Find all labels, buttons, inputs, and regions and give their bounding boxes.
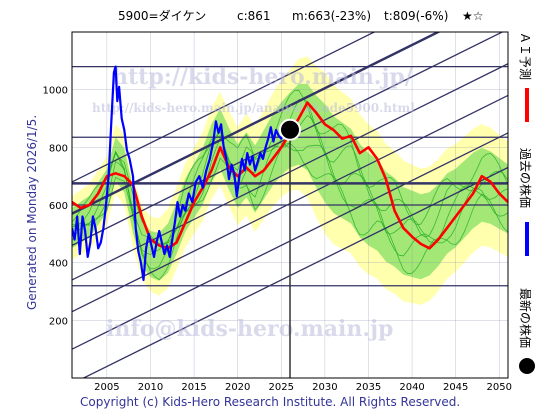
watermark-email: info@kids-hero.main.jp	[106, 316, 393, 342]
current-price: c:861	[237, 9, 271, 23]
y-tick-label: 800	[49, 143, 68, 154]
x-tick-label: 2030	[312, 382, 337, 393]
trend-line	[72, 32, 376, 183]
y-tick-label: 600	[49, 201, 68, 212]
watermark-group: http://kids-hero.main.jp/ http://kids-he…	[92, 64, 415, 342]
x-tick-label: 2025	[269, 382, 294, 393]
x-tick-label: 2045	[443, 382, 468, 393]
x-tick-label: 2050	[487, 382, 512, 393]
watermark-url: http://kids-hero.main.jp/	[112, 64, 414, 90]
trend-line	[72, 32, 441, 215]
past-price-line	[72, 65, 290, 282]
y-tick-label: 400	[49, 259, 68, 270]
x-tick-label: 2040	[399, 382, 424, 393]
x-tick-label: 2035	[356, 382, 381, 393]
y-tick-label: 200	[49, 316, 68, 327]
rating-stars: ★☆	[462, 9, 484, 23]
x-tick-label: 2015	[181, 382, 206, 393]
legend-ai-label: ＡＩ予測	[518, 32, 532, 80]
legend-latest-dot	[519, 358, 535, 374]
x-tick-label: 2010	[138, 382, 163, 393]
target-price: t:809(-6%)	[384, 9, 448, 23]
x-tick-label: 2020	[225, 382, 250, 393]
latest-price-dot	[279, 118, 301, 141]
generated-date-label: Generated on Monday 2026/1/5.	[25, 115, 39, 310]
max-change: m:663(-23%)	[292, 9, 371, 23]
x-tick-label: 2005	[94, 382, 119, 393]
plot-border	[71, 31, 509, 379]
watermark-url-small: http://kids-hero.main.jp/analysis/code59…	[92, 101, 415, 115]
current-markers	[279, 118, 301, 378]
copyright-notice: Copyright (c) Kids-Hero Research Institu…	[80, 395, 460, 409]
legend-latest-label: 最新の株価	[518, 288, 533, 348]
chart-header: 5900=ダイケン c:861 m:663(-23%) t:809(-6%) ★…	[118, 8, 484, 23]
y-tick-label: 1000	[43, 86, 68, 97]
x-axis-ticks: 2005 2010 2015 2020 2025 2030 2035 2040 2045 2050	[94, 382, 512, 393]
y-axis-ticks: 200 400 600 800 1000	[43, 86, 68, 328]
legend: ＡＩ予測 過去の株価 最新の株価	[518, 32, 535, 374]
stock-code-name: 5900=ダイケン	[118, 8, 206, 23]
legend-past-label: 過去の株価	[518, 148, 533, 208]
